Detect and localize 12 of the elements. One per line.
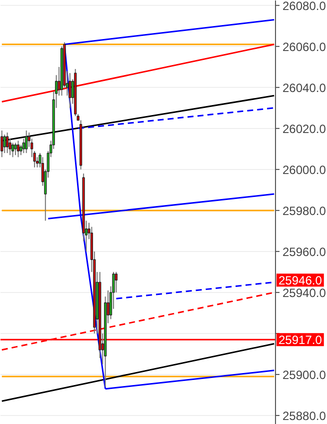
y-tick-label: 25960.0 xyxy=(282,244,326,259)
y-tick-label: 25900.0 xyxy=(282,368,326,382)
y-tick-label: 25880.0 xyxy=(282,408,326,423)
y-tick-label: 26060.0 xyxy=(282,40,326,54)
y-tick-label: 25980.0 xyxy=(282,204,326,218)
text: 25946.0 xyxy=(278,274,322,288)
y-tick-label: 26020.0 xyxy=(282,122,326,136)
y-tick-label: 26080.0 xyxy=(282,0,326,13)
y-tick-label: 25940.0 xyxy=(282,286,326,300)
ref-line-label: 25917.0 xyxy=(278,333,322,348)
y-tick-label: 26040.0 xyxy=(282,80,326,95)
y-tick-label: 26000.0 xyxy=(282,162,326,177)
